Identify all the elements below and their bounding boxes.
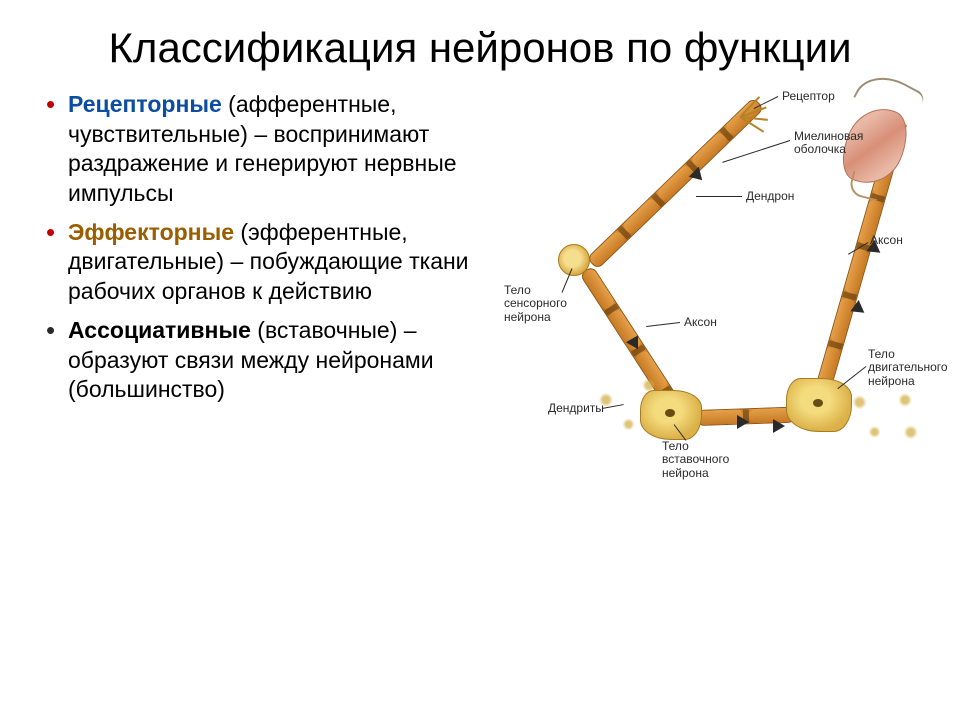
label-dendron: Дендрон: [746, 190, 794, 203]
diagram-column: Рецептор Миелиновая оболочка Дендрон Тел…: [490, 84, 930, 514]
interneuron-body: [640, 390, 702, 440]
term-effector: Эффекторные: [68, 219, 234, 245]
label-myelin: Миелиновая оболочка: [794, 130, 863, 156]
label-inter-body: Тело вставочного нейрона: [662, 440, 729, 480]
reflex-arc-diagram: Рецептор Миелиновая оболочка Дендрон Тел…: [490, 84, 930, 514]
leader-line: [722, 140, 790, 163]
list-item-associative: Ассоциативные (вставочные) – образуют св…: [40, 316, 482, 404]
nucleus-icon: [665, 409, 675, 417]
label-axon: Аксон: [684, 316, 717, 329]
nucleus-icon: [813, 399, 823, 407]
flow-arrow-icon: [773, 419, 785, 433]
list-item-receptor: Рецепторные (афферентные, чувствительные…: [40, 90, 482, 208]
term-receptor: Рецепторные: [68, 91, 222, 117]
label-motor-body: Тело двигательного нейрона: [868, 348, 948, 388]
leader-line: [696, 196, 742, 197]
label-axon-2: Аксон: [870, 234, 903, 247]
content-row: Рецепторные (афферентные, чувствительные…: [0, 84, 960, 514]
slide-title: Классификация нейронов по функции: [0, 0, 960, 84]
neuron-type-list: Рецепторные (афферентные, чувствительные…: [40, 90, 482, 404]
flow-arrow-icon: [850, 300, 865, 313]
text-column: Рецепторные (афферентные, чувствительные…: [40, 84, 482, 514]
term-associative: Ассоциативные: [68, 317, 251, 343]
flow-arrow-icon: [737, 415, 749, 429]
label-sensory-body: Тело сенсорного нейрона: [504, 284, 567, 324]
label-receptor: Рецептор: [782, 90, 835, 103]
slide: Классификация нейронов по функции Рецепт…: [0, 0, 960, 720]
label-dendrites: Дендриты: [548, 402, 604, 415]
leader-line: [646, 322, 680, 327]
motor-neuron-body: [786, 378, 852, 432]
list-item-effector: Эффекторные (эфферентные, двигательные) …: [40, 218, 482, 306]
